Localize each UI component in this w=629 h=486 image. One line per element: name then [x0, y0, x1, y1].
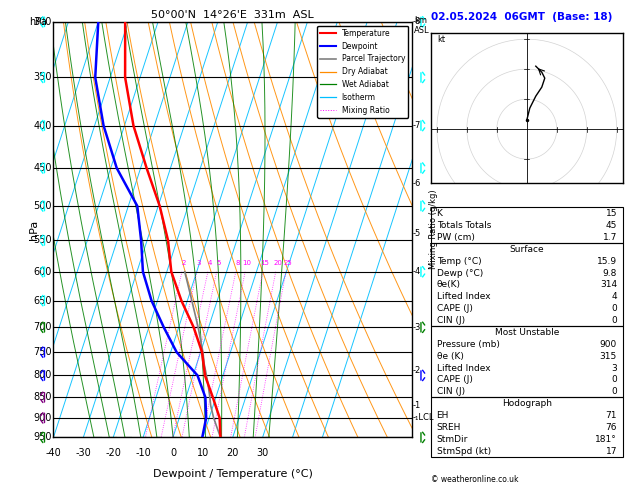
Text: Most Unstable: Most Unstable — [494, 328, 559, 337]
Text: 0: 0 — [611, 387, 617, 396]
Text: 850: 850 — [33, 392, 52, 402]
Text: 750: 750 — [33, 347, 52, 357]
Text: 8: 8 — [235, 260, 240, 266]
Text: -40: -40 — [45, 448, 62, 458]
Text: -4: -4 — [413, 267, 421, 276]
Text: Mixing Ratio (g/kg): Mixing Ratio (g/kg) — [429, 190, 438, 269]
Text: CAPE (J): CAPE (J) — [437, 375, 472, 384]
Text: -5: -5 — [413, 229, 421, 238]
Text: 181°: 181° — [595, 435, 617, 444]
Text: 900: 900 — [599, 340, 617, 349]
Text: 5: 5 — [216, 260, 221, 266]
Text: 450: 450 — [33, 163, 52, 173]
Legend: Temperature, Dewpoint, Parcel Trajectory, Dry Adiabat, Wet Adiabat, Isotherm, Mi: Temperature, Dewpoint, Parcel Trajectory… — [317, 26, 408, 118]
Text: Temp (°C): Temp (°C) — [437, 257, 481, 266]
Text: θe(K): θe(K) — [437, 280, 460, 290]
Text: Hodograph: Hodograph — [502, 399, 552, 408]
Text: 20: 20 — [226, 448, 239, 458]
Text: 315: 315 — [599, 352, 617, 361]
Text: 300: 300 — [33, 17, 52, 27]
Text: 350: 350 — [33, 72, 52, 83]
Text: -7: -7 — [413, 121, 421, 130]
Text: SREH: SREH — [437, 423, 461, 432]
Text: θe (K): θe (K) — [437, 352, 464, 361]
Text: Surface: Surface — [509, 245, 544, 254]
Text: -3: -3 — [413, 323, 421, 332]
Text: 02.05.2024  06GMT  (Base: 18): 02.05.2024 06GMT (Base: 18) — [431, 12, 612, 22]
Text: -2: -2 — [413, 366, 421, 375]
Text: 500: 500 — [33, 201, 52, 211]
Text: 3: 3 — [611, 364, 617, 373]
Text: 76: 76 — [606, 423, 617, 432]
Text: 0: 0 — [611, 304, 617, 313]
Text: StmDir: StmDir — [437, 435, 468, 444]
Text: 10: 10 — [243, 260, 252, 266]
Text: K: K — [437, 209, 442, 218]
Text: StmSpd (kt): StmSpd (kt) — [437, 447, 491, 455]
Text: Lifted Index: Lifted Index — [437, 364, 490, 373]
Text: -1: -1 — [413, 401, 421, 410]
Text: 45: 45 — [606, 221, 617, 230]
Text: 700: 700 — [33, 322, 52, 332]
Text: 3: 3 — [197, 260, 201, 266]
Text: 0: 0 — [611, 375, 617, 384]
Text: Lifted Index: Lifted Index — [437, 292, 490, 301]
Text: Dewp (°C): Dewp (°C) — [437, 269, 483, 278]
Text: 0: 0 — [170, 448, 176, 458]
Text: CIN (J): CIN (J) — [437, 316, 465, 325]
Text: -30: -30 — [75, 448, 91, 458]
Text: 650: 650 — [33, 295, 52, 306]
Text: CAPE (J): CAPE (J) — [437, 304, 472, 313]
Text: 15: 15 — [606, 209, 617, 218]
Text: 2: 2 — [182, 260, 186, 266]
Text: 10: 10 — [197, 448, 209, 458]
Text: Dewpoint / Temperature (°C): Dewpoint / Temperature (°C) — [153, 469, 313, 479]
Text: 30: 30 — [257, 448, 269, 458]
Text: Pressure (mb): Pressure (mb) — [437, 340, 499, 349]
Text: kt: kt — [437, 35, 445, 44]
Text: hPa: hPa — [30, 17, 47, 27]
Text: 314: 314 — [600, 280, 617, 290]
Text: 950: 950 — [33, 433, 52, 442]
Text: 900: 900 — [33, 413, 52, 423]
Text: 600: 600 — [33, 267, 52, 277]
Text: -20: -20 — [105, 448, 121, 458]
Text: 400: 400 — [33, 121, 52, 131]
Text: 4: 4 — [611, 292, 617, 301]
Text: hPa: hPa — [29, 220, 39, 240]
Text: km
ASL: km ASL — [414, 16, 430, 35]
Text: 800: 800 — [33, 370, 52, 381]
Text: PW (cm): PW (cm) — [437, 233, 474, 242]
Text: -8: -8 — [413, 17, 421, 26]
Text: 9.8: 9.8 — [603, 269, 617, 278]
Text: 15: 15 — [260, 260, 269, 266]
Text: -₁LCL: -₁LCL — [413, 414, 434, 422]
Text: 0: 0 — [611, 316, 617, 325]
Text: 71: 71 — [606, 411, 617, 420]
Text: Totals Totals: Totals Totals — [437, 221, 491, 230]
Text: 15.9: 15.9 — [597, 257, 617, 266]
Text: 25: 25 — [283, 260, 292, 266]
Title: 50°00'N  14°26'E  331m  ASL: 50°00'N 14°26'E 331m ASL — [152, 10, 314, 20]
Text: EH: EH — [437, 411, 449, 420]
Text: CIN (J): CIN (J) — [437, 387, 465, 396]
Text: 1.7: 1.7 — [603, 233, 617, 242]
Text: -6: -6 — [413, 179, 421, 188]
Text: © weatheronline.co.uk: © weatheronline.co.uk — [431, 474, 518, 484]
Text: 4: 4 — [208, 260, 212, 266]
Text: 550: 550 — [33, 235, 52, 245]
Text: 17: 17 — [606, 447, 617, 455]
Text: 20: 20 — [273, 260, 282, 266]
Text: -10: -10 — [135, 448, 151, 458]
